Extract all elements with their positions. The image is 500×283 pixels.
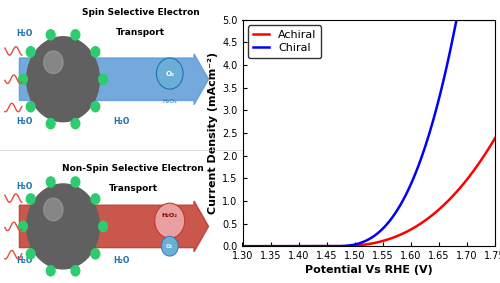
Circle shape (26, 37, 100, 122)
Circle shape (46, 30, 55, 40)
Chiral (240, 245, 246, 248)
Text: Transport: Transport (109, 184, 158, 193)
Achiral (390, 236, 396, 239)
Circle shape (18, 74, 28, 84)
Text: H₂O: H₂O (16, 256, 32, 265)
Chiral (376, 230, 382, 234)
Circle shape (156, 58, 183, 89)
Text: Transport: Transport (116, 28, 165, 37)
Chiral (361, 240, 367, 243)
Circle shape (18, 221, 28, 231)
Chiral (492, 18, 498, 22)
Chiral (360, 241, 366, 244)
Circle shape (91, 194, 100, 204)
Circle shape (154, 203, 185, 238)
Circle shape (98, 221, 108, 231)
Legend: Achiral, Chiral: Achiral, Chiral (248, 25, 321, 58)
Circle shape (44, 198, 63, 221)
Circle shape (46, 266, 55, 276)
Achiral (360, 243, 366, 246)
Text: H₂O: H₂O (16, 29, 32, 38)
FancyArrow shape (20, 201, 208, 252)
Line: Chiral: Chiral (242, 20, 495, 246)
Text: Spin Selective Electron: Spin Selective Electron (82, 8, 200, 18)
Achiral (240, 245, 246, 248)
Circle shape (46, 177, 55, 187)
Circle shape (71, 119, 80, 129)
Circle shape (26, 47, 35, 57)
Circle shape (91, 102, 100, 112)
Achiral (446, 198, 452, 201)
Achiral (492, 136, 498, 140)
Text: H₂O: H₂O (113, 256, 130, 265)
Circle shape (44, 51, 63, 74)
Circle shape (26, 249, 35, 259)
Text: H₂O: H₂O (16, 117, 32, 126)
Circle shape (71, 177, 80, 187)
Y-axis label: Current Density (mAcm⁻²): Current Density (mAcm⁻²) (208, 52, 218, 214)
FancyArrow shape (20, 54, 208, 105)
Circle shape (26, 194, 35, 204)
Circle shape (46, 119, 55, 129)
Circle shape (91, 249, 100, 259)
Circle shape (162, 236, 178, 256)
Chiral (446, 52, 452, 56)
Text: H₂O₂: H₂O₂ (162, 99, 177, 104)
Text: H₂O: H₂O (113, 117, 130, 126)
Text: O₂: O₂ (165, 70, 174, 77)
Circle shape (71, 30, 80, 40)
Text: O₂: O₂ (166, 244, 173, 249)
X-axis label: Potential Vs RHE (V): Potential Vs RHE (V) (305, 265, 432, 275)
Circle shape (26, 102, 35, 112)
Chiral (486, 18, 492, 22)
Chiral (454, 18, 460, 22)
Circle shape (71, 266, 80, 276)
Circle shape (98, 74, 108, 84)
Achiral (376, 240, 382, 244)
Circle shape (91, 47, 100, 57)
Text: H₂O: H₂O (16, 182, 32, 191)
Text: Non-Spin Selective Electron: Non-Spin Selective Electron (62, 164, 204, 173)
Line: Achiral: Achiral (242, 138, 495, 246)
Chiral (390, 215, 396, 218)
Text: H₂O₂: H₂O₂ (162, 213, 178, 218)
Achiral (486, 147, 492, 150)
Achiral (361, 243, 367, 246)
Circle shape (26, 184, 100, 269)
